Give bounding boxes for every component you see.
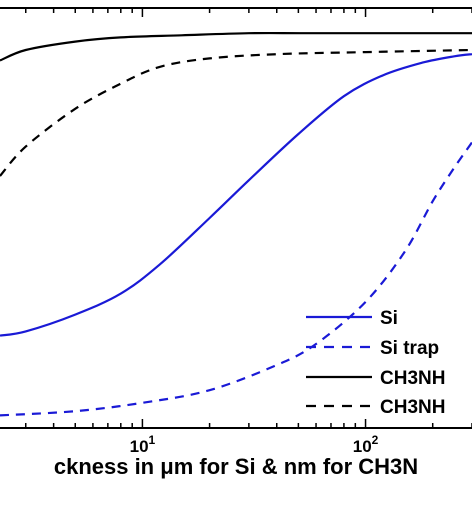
series-si-line xyxy=(0,53,472,337)
series-ch3nh-solid-line xyxy=(0,31,472,62)
legend-entry-si-trap-label: Si trap xyxy=(380,338,439,359)
legend: Si Si trap CH3NH CH3NH xyxy=(306,308,445,418)
plot-frame xyxy=(0,7,472,429)
x-axis-label: ckness in μm for Si & nm for CH3N xyxy=(54,454,418,479)
x-tick-label: 101 xyxy=(130,433,156,456)
legend-entry-ch3nh-solid-label: CH3NH xyxy=(380,368,445,389)
x-tick-label: 102 xyxy=(353,433,379,456)
series-si-trap-line xyxy=(0,141,472,417)
legend-entry-ch3nh-dashed-label: CH3NH xyxy=(380,397,445,418)
series-ch3nh-dashed-line xyxy=(0,48,472,177)
legend-entry-si-label: Si xyxy=(380,308,398,329)
